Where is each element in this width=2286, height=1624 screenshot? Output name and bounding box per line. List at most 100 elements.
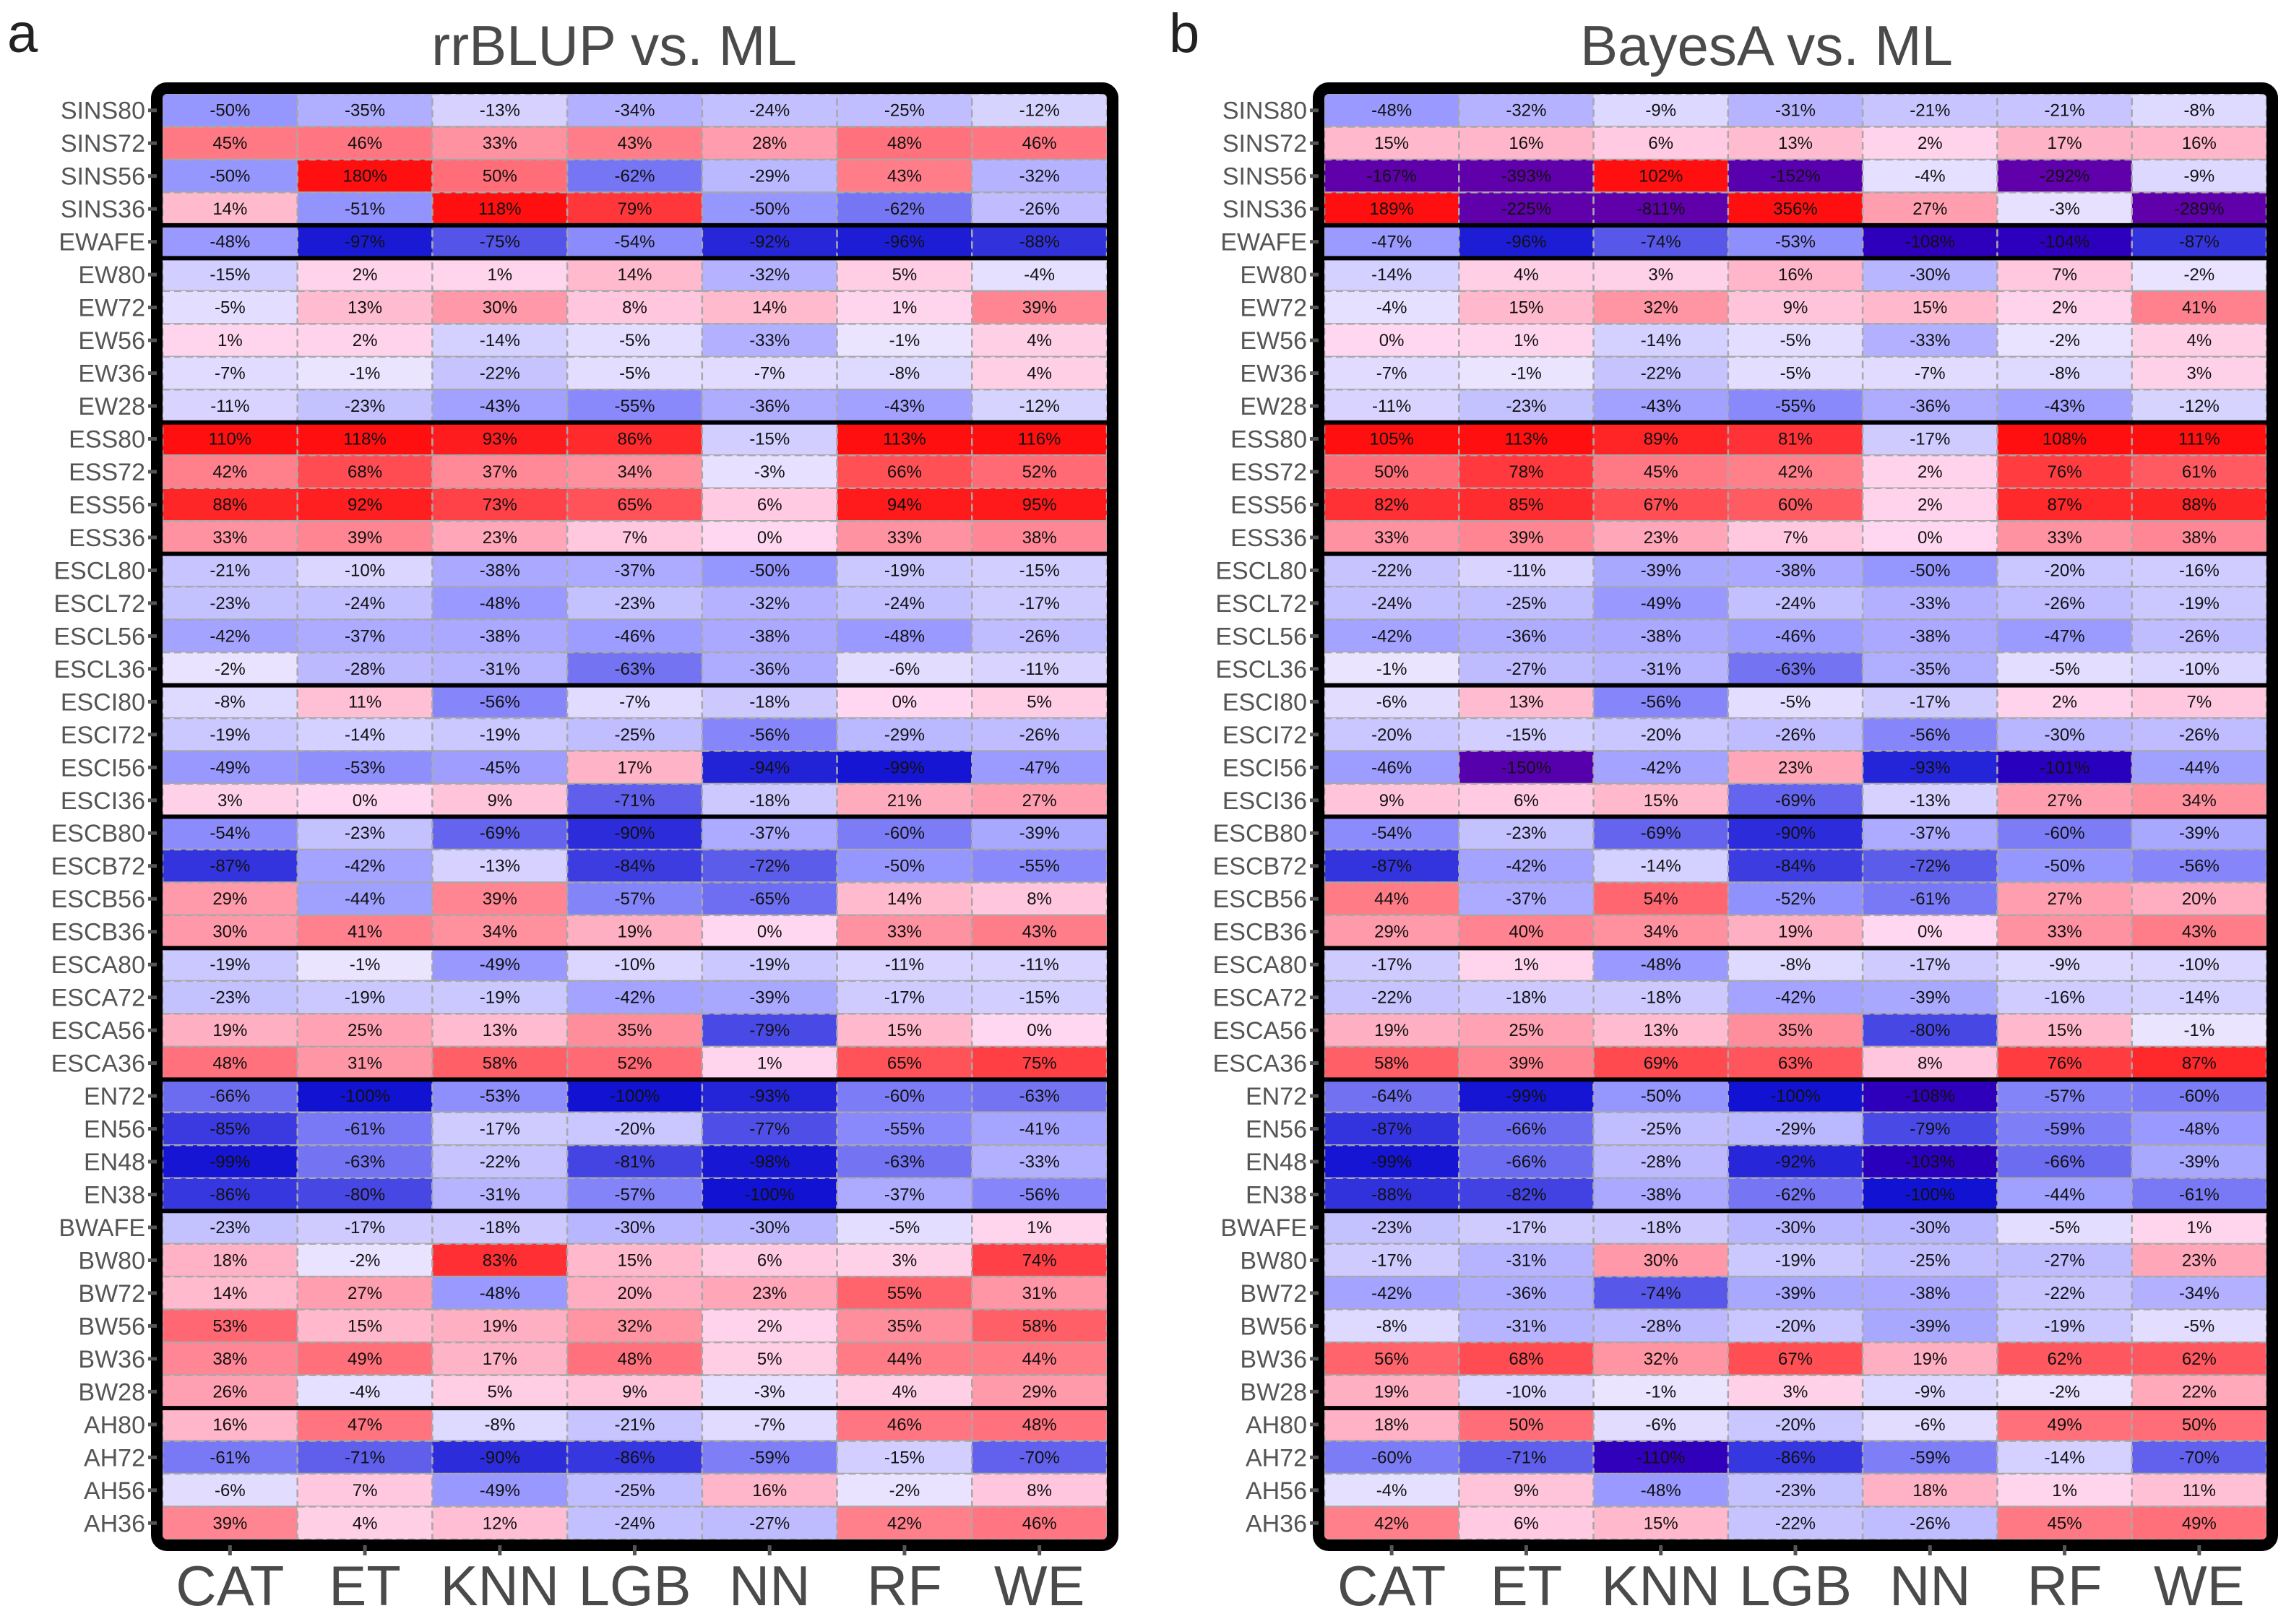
cell-value-label: -50% [2045, 857, 2085, 876]
cell-value-label: -50% [1641, 1087, 1681, 1106]
row-label: AH56 [1246, 1477, 1307, 1505]
row-label: AH72 [84, 1444, 145, 1472]
heatmap-cell [566, 1243, 704, 1278]
heatmap-cell [1996, 1209, 2133, 1245]
heatmap-cell [1727, 651, 1864, 686]
cell-value-label: -5% [2184, 1316, 2215, 1336]
heatmap-cell [701, 553, 838, 588]
cell-value-label: -96% [1506, 233, 1546, 252]
cell-value-label: 8% [622, 298, 647, 318]
cell-value-label: -6% [215, 1481, 246, 1500]
cell-value-label: 83% [483, 1251, 517, 1270]
cell-value-label: 7% [2052, 265, 2077, 285]
cell-value-label: -42% [1775, 988, 1816, 1008]
cell-value-label: -88% [1371, 1185, 1412, 1204]
cell-value-label: -47% [1019, 758, 1060, 777]
cell-value-label: -110% [1636, 1448, 1686, 1467]
heatmap-cell [1861, 323, 1998, 358]
cell-value-label: -167% [1366, 167, 1416, 186]
cell-value-label: -11% [1020, 660, 1059, 679]
cell-value-label: 0% [353, 791, 378, 811]
heatmap-cell [1323, 980, 1460, 1015]
heatmap-cell [701, 158, 838, 194]
heatmap-cell [701, 881, 838, 917]
cell-value-label: -5% [1780, 331, 1811, 350]
cell-value-label: 15% [2048, 1021, 2082, 1040]
heatmap-cell [566, 1045, 704, 1081]
row-label: ESCI80 [1222, 688, 1307, 716]
cell-value-label: -66% [1506, 1152, 1546, 1172]
cell-value-label: -30% [1775, 1218, 1816, 1238]
cell-value-label: -18% [1506, 988, 1546, 1008]
cell-value-label: 4% [1514, 265, 1539, 285]
heatmap-cell [701, 1243, 838, 1278]
cell-value-label: 14% [752, 298, 787, 318]
cell-value-label: 8% [1027, 889, 1052, 909]
cell-value-label: -47% [1371, 233, 1412, 252]
heatmap-cell [971, 257, 1108, 293]
heatmap-cell [431, 323, 569, 358]
cell-value-label: -18% [480, 1218, 520, 1238]
heatmap-cell [1727, 1472, 1864, 1508]
cell-value-label: 2% [2052, 298, 2077, 318]
cell-value-label: 33% [1374, 528, 1409, 548]
heatmap-cell [1996, 454, 2133, 489]
cell-value-label: 15% [887, 1021, 922, 1040]
cell-value-label: 33% [483, 134, 517, 153]
cell-value-label: 1% [2052, 1481, 2077, 1500]
cell-value-label: -6% [1376, 692, 1407, 712]
cell-value-label: 26% [212, 1382, 247, 1401]
row-label: BWAFE [1220, 1214, 1307, 1242]
heatmap-cell [1727, 1243, 1864, 1278]
heatmap-cell [2131, 519, 2268, 555]
cell-value-label: 19% [617, 923, 652, 942]
row-label: EN38 [1246, 1181, 1307, 1209]
cell-value-label: -63% [345, 1152, 385, 1172]
cell-value-label: -38% [1910, 626, 1950, 646]
cell-value-label: -61% [1910, 889, 1950, 909]
cell-value-label: 76% [2048, 462, 2082, 482]
cell-value-label: -22% [480, 364, 520, 384]
heatmap-cell [566, 323, 704, 358]
heatmap-cell [1458, 1243, 1595, 1278]
cell-value-label: 40% [1509, 923, 1543, 942]
row-label: SINS72 [1222, 130, 1307, 157]
heatmap-cell [296, 257, 434, 293]
heatmap-cell [836, 191, 973, 227]
heatmap-cell [1458, 355, 1595, 391]
row-label: EWAFE [1220, 229, 1307, 256]
row-label: ESCI72 [61, 722, 145, 749]
cell-value-label: -87% [210, 857, 250, 876]
cell-value-label: -27% [1506, 660, 1546, 679]
heatmap-cell [701, 684, 838, 720]
cell-value-label: -20% [1775, 1316, 1816, 1336]
cell-value-label: -152% [1770, 167, 1820, 186]
row-label: EN56 [1246, 1116, 1307, 1144]
cell-value-label: -21% [210, 561, 250, 580]
cell-value-label: -26% [2179, 626, 2220, 646]
cell-value-label: 43% [1022, 923, 1057, 942]
cell-value-label: 43% [617, 134, 652, 153]
cell-value-label: -101% [2040, 758, 2089, 777]
cell-value-label: 19% [483, 1316, 517, 1336]
cell-value-label: -2% [2049, 1382, 2080, 1401]
cell-value-label: 34% [1644, 923, 1678, 942]
cell-value-label: -18% [749, 791, 790, 811]
heatmap-cell [431, 1374, 569, 1409]
heatmap-cell [2131, 1209, 2268, 1245]
heatmap-cell [296, 355, 434, 391]
cell-value-label: -31% [1641, 660, 1681, 679]
cell-value-label: -20% [2045, 561, 2085, 580]
cell-value-label: 25% [1509, 1021, 1543, 1040]
cell-value-label: -86% [1775, 1448, 1816, 1467]
row-label: ESCA80 [1213, 951, 1307, 979]
cell-value-label: -56% [749, 725, 790, 745]
row-label: EW36 [1240, 360, 1307, 388]
heatmap-cell [431, 92, 569, 128]
cell-value-label: 102% [1639, 167, 1683, 186]
cell-value-label: -225% [1501, 199, 1551, 219]
cell-value-label: 30% [212, 923, 247, 942]
cell-value-label: -8% [1780, 955, 1811, 975]
cell-value-label: 33% [212, 528, 247, 548]
heatmap-cell [1996, 421, 2133, 457]
